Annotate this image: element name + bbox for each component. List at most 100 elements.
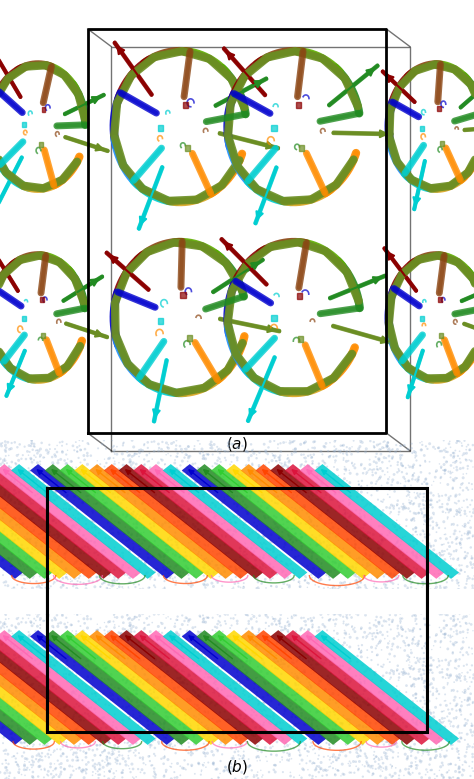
Point	[283, 622, 290, 635]
Point	[305, 656, 313, 668]
Point	[193, 576, 201, 588]
Point	[423, 556, 431, 569]
Point	[59, 740, 67, 753]
Point	[377, 471, 384, 483]
Point	[394, 534, 402, 547]
Point	[103, 590, 111, 603]
Point	[50, 680, 58, 693]
Point	[159, 684, 166, 696]
Point	[191, 457, 199, 470]
Point	[256, 609, 264, 622]
Point	[50, 601, 58, 613]
Point	[422, 545, 429, 558]
Point	[386, 483, 393, 495]
Point	[233, 731, 240, 744]
Point	[239, 549, 247, 562]
Point	[376, 606, 383, 619]
Point	[315, 714, 323, 726]
Point	[278, 566, 286, 579]
Point	[103, 467, 111, 480]
Point	[228, 619, 235, 632]
Point	[287, 700, 294, 712]
Point	[125, 749, 132, 762]
Point	[124, 524, 131, 537]
Point	[424, 605, 431, 618]
Point	[195, 713, 202, 725]
Point	[284, 703, 292, 715]
Point	[146, 586, 154, 598]
Point	[274, 490, 282, 502]
Point	[460, 764, 467, 777]
Point	[144, 619, 151, 631]
Point	[89, 585, 97, 597]
Point	[466, 527, 474, 539]
Point	[235, 749, 242, 761]
Point	[53, 446, 61, 458]
Point	[171, 630, 178, 643]
Point	[377, 567, 384, 580]
Point	[438, 663, 446, 675]
Point	[277, 446, 284, 458]
Point	[21, 759, 28, 771]
Point	[156, 656, 164, 668]
Point	[36, 657, 44, 670]
Point	[364, 532, 372, 545]
Point	[390, 541, 397, 554]
Point	[447, 530, 454, 543]
Point	[256, 505, 264, 517]
Point	[29, 607, 36, 619]
Point	[142, 559, 149, 571]
Point	[156, 647, 164, 659]
Point	[237, 750, 244, 763]
Point	[173, 435, 180, 447]
Point	[456, 597, 464, 609]
Point	[124, 707, 132, 720]
Point	[277, 685, 284, 697]
Point	[29, 590, 36, 602]
Point	[389, 476, 396, 488]
Point	[119, 508, 127, 520]
Point	[373, 611, 381, 623]
Point	[119, 597, 127, 610]
Point	[109, 689, 117, 702]
Point	[141, 464, 149, 477]
Point	[239, 467, 246, 480]
Point	[160, 583, 168, 595]
Point	[399, 549, 407, 562]
Point	[272, 465, 280, 478]
Point	[296, 486, 303, 499]
Point	[25, 449, 32, 461]
Point	[167, 449, 174, 462]
Point	[269, 449, 277, 462]
Point	[37, 656, 45, 668]
Point	[114, 465, 121, 478]
Point	[23, 666, 31, 679]
Point	[43, 566, 50, 579]
Point	[341, 673, 349, 686]
Point	[235, 650, 242, 662]
Point	[262, 453, 270, 466]
Point	[290, 435, 298, 447]
Point	[1, 454, 9, 467]
Point	[3, 764, 11, 777]
Point	[99, 494, 107, 506]
Point	[101, 662, 109, 675]
Point	[320, 582, 328, 594]
Point	[362, 562, 369, 575]
Point	[272, 485, 280, 497]
Point	[366, 699, 374, 711]
Point	[372, 501, 379, 513]
Point	[210, 590, 218, 602]
Point	[216, 481, 223, 494]
Point	[216, 646, 223, 658]
Point	[158, 675, 166, 688]
Point	[230, 594, 237, 606]
Point	[412, 590, 419, 603]
Point	[97, 667, 104, 679]
Point	[463, 481, 471, 494]
Point	[439, 602, 447, 615]
Point	[180, 518, 188, 530]
Point	[270, 653, 278, 665]
Point	[283, 525, 291, 538]
Point	[291, 550, 299, 562]
